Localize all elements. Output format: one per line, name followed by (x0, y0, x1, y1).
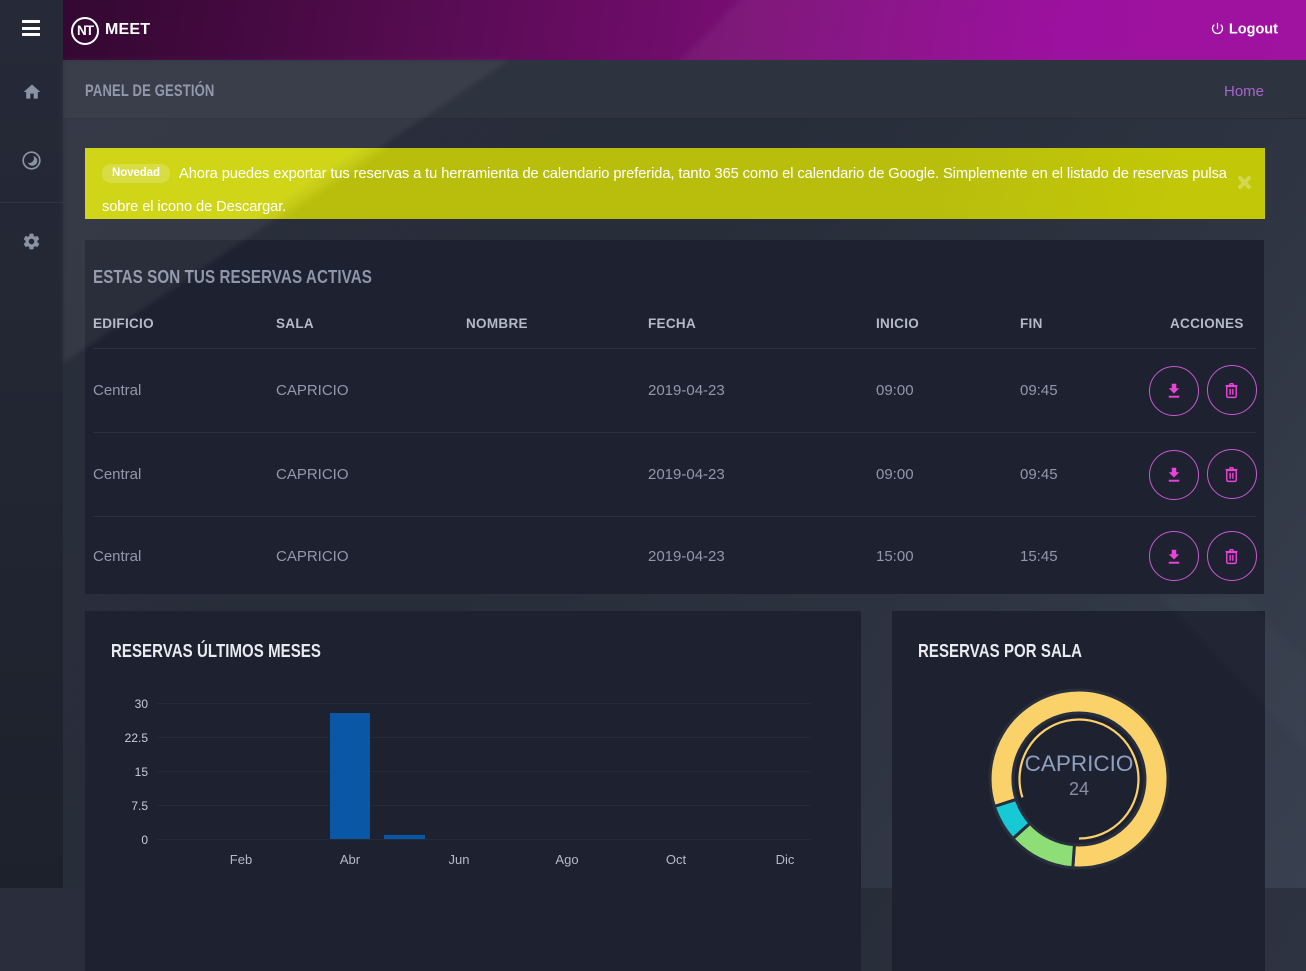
svg-text:30: 30 (135, 697, 149, 711)
svg-text:15: 15 (135, 765, 149, 779)
svg-text:Abr: Abr (340, 852, 361, 867)
svg-text:CAPRICIO: CAPRICIO (1025, 751, 1134, 776)
svg-text:Feb: Feb (230, 852, 252, 867)
svg-text:Jun: Jun (449, 852, 470, 867)
svg-text:0: 0 (141, 833, 148, 847)
svg-text:Dic: Dic (776, 852, 795, 867)
svg-text:Ago: Ago (555, 852, 578, 867)
svg-text:Oct: Oct (666, 852, 687, 867)
svg-text:7.5: 7.5 (131, 799, 148, 813)
svg-text:24: 24 (1069, 779, 1089, 799)
svg-text:22.5: 22.5 (125, 731, 149, 745)
